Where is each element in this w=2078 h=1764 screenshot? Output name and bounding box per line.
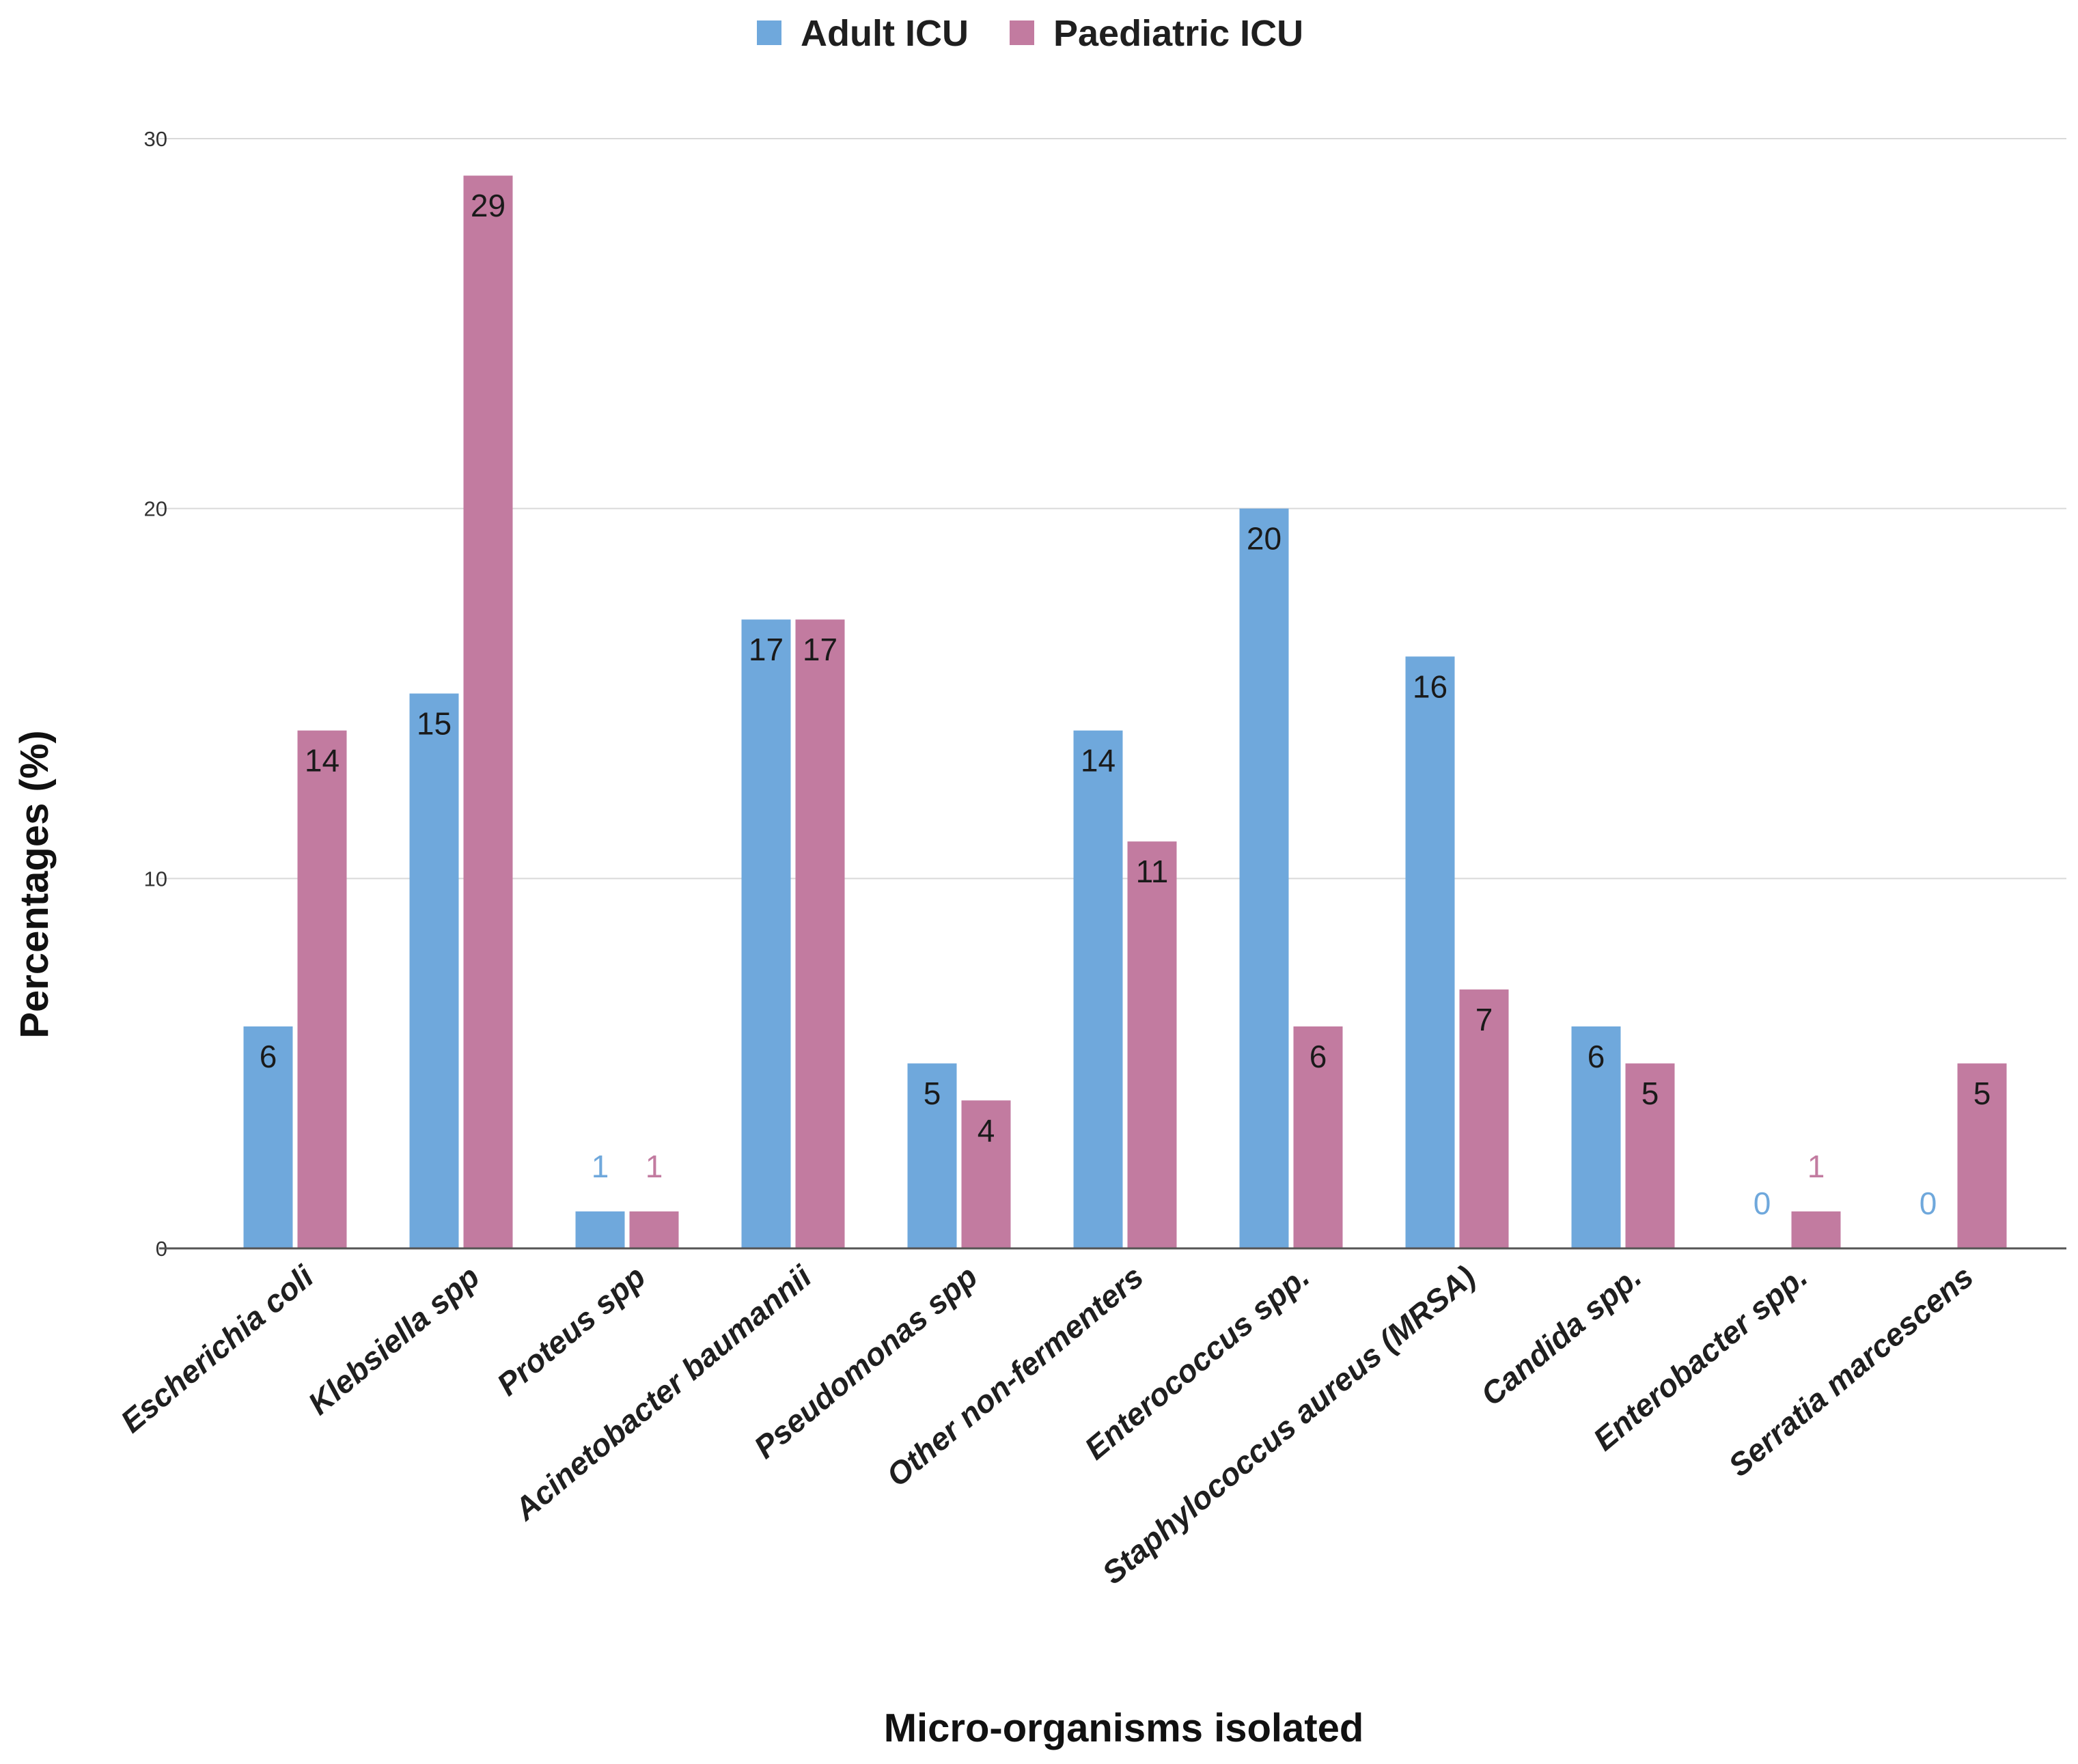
x-tick-label-klebsiella-spp: Klebsiella spp	[301, 1259, 486, 1422]
y-axis-title: Percentages (%)	[12, 730, 57, 1038]
data-label-adult-icu-staphylococcus-aureus-mrsa: 16	[1413, 669, 1447, 704]
bar-adult-icu-proteus-spp	[575, 1211, 625, 1248]
y-tick-label: 20	[144, 497, 167, 521]
data-label-adult-icu-klebsiella-spp: 15	[417, 706, 452, 742]
data-label-adult-icu-escherichia-coli: 6	[260, 1039, 277, 1074]
data-label-paediatric-icu-serratia-marcescens: 5	[1973, 1076, 1991, 1111]
x-axis-title: Micro-organisms isolated	[884, 1706, 1364, 1750]
y-tick-label: 10	[144, 867, 167, 891]
bar-paediatric-icu-candida-spp	[1625, 1063, 1675, 1248]
bar-paediatric-icu-acinetobacter-baumannii	[795, 619, 845, 1248]
bar-paediatric-icu-proteus-spp	[629, 1211, 679, 1248]
bar-adult-icu-candida-spp	[1571, 1026, 1621, 1248]
data-label-adult-icu-other-non-fermenters: 14	[1081, 743, 1116, 779]
data-label-adult-icu-candida-spp: 6	[1588, 1039, 1605, 1074]
bar-paediatric-icu-enterococcus-spp	[1293, 1026, 1343, 1248]
data-label-paediatric-icu-enterobacter-spp: 1	[1807, 1149, 1825, 1184]
data-label-paediatric-icu-staphylococcus-aureus-mrsa: 7	[1476, 1002, 1493, 1037]
bar-paediatric-icu-klebsiella-spp	[463, 176, 513, 1249]
legend-swatch-adult-icu	[757, 20, 781, 45]
bar-adult-icu-escherichia-coli	[243, 1026, 293, 1248]
bar-adult-icu-pseudomonas-spp	[907, 1063, 957, 1248]
legend-label-adult-icu: Adult ICU	[801, 13, 969, 54]
data-label-paediatric-icu-other-non-fermenters: 11	[1136, 854, 1169, 889]
bars	[243, 176, 2007, 1249]
data-label-paediatric-icu-pseudomonas-spp: 4	[978, 1112, 995, 1148]
bar-paediatric-icu-enterobacter-spp	[1791, 1211, 1841, 1248]
bar-paediatric-icu-staphylococcus-aureus-mrsa	[1459, 989, 1509, 1248]
data-label-paediatric-icu-proteus-spp: 1	[646, 1149, 663, 1184]
y-tick-label: 30	[144, 127, 167, 151]
legend-label-paediatric-icu: Paediatric ICU	[1053, 13, 1303, 54]
data-label-adult-icu-enterococcus-spp: 20	[1247, 521, 1282, 557]
data-label-adult-icu-enterobacter-spp: 0	[1754, 1186, 1771, 1221]
data-label-paediatric-icu-candida-spp: 5	[1641, 1076, 1659, 1111]
bar-adult-icu-enterococcus-spp	[1239, 508, 1289, 1248]
bar-paediatric-icu-escherichia-coli	[297, 730, 347, 1248]
data-label-paediatric-icu-enterococcus-spp: 6	[1310, 1039, 1327, 1074]
data-label-adult-icu-acinetobacter-baumannii: 17	[749, 632, 784, 667]
x-tick-label-proteus-spp: Proteus spp	[490, 1259, 652, 1403]
data-label-paediatric-icu-klebsiella-spp: 29	[471, 188, 505, 223]
bar-adult-icu-other-non-fermenters	[1073, 730, 1123, 1248]
data-label-adult-icu-serratia-marcescens: 0	[1920, 1186, 1937, 1221]
bar-paediatric-icu-other-non-fermenters	[1127, 841, 1177, 1248]
bar-paediatric-icu-pseudomonas-spp	[961, 1100, 1011, 1248]
x-tick-label-candida-spp: Candida spp.	[1474, 1259, 1648, 1412]
data-label-adult-icu-pseudomonas-spp: 5	[924, 1076, 941, 1111]
data-label-paediatric-icu-escherichia-coli: 14	[305, 743, 340, 779]
bar-paediatric-icu-serratia-marcescens	[1957, 1063, 2007, 1248]
legend-swatch-paediatric-icu	[1010, 20, 1034, 45]
bar-adult-icu-klebsiella-spp	[409, 693, 459, 1248]
data-label-adult-icu-proteus-spp: 1	[592, 1149, 609, 1184]
data-label-paediatric-icu-acinetobacter-baumannii: 17	[803, 632, 837, 667]
x-tick-label-escherichia-coli: Escherichia coli	[114, 1258, 321, 1440]
legend: Adult ICU Paediatric ICU	[757, 13, 1303, 54]
x-tick-label-acinetobacter-baumannii: Acinetobacter baumannii	[507, 1258, 818, 1528]
bar-adult-icu-staphylococcus-aureus-mrsa	[1405, 656, 1455, 1248]
bar-adult-icu-acinetobacter-baumannii	[741, 619, 791, 1248]
